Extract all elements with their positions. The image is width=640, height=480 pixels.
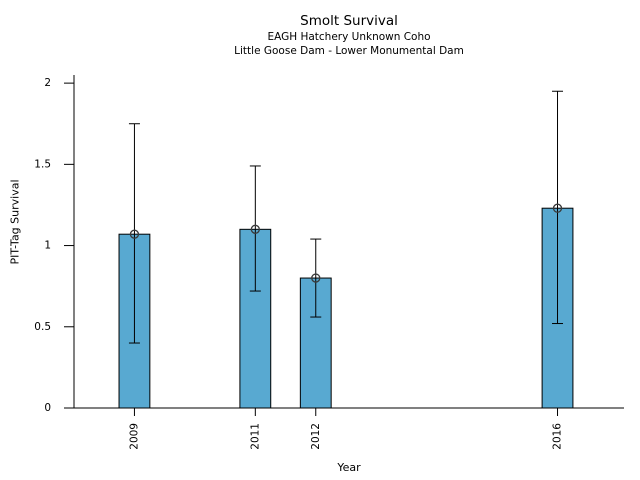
point-marker-2012 [311,273,321,283]
point-marker-2009 [129,229,140,239]
y-tick-label-2: 2 [44,77,51,89]
y-tick-label-1.5: 1.5 [34,158,51,170]
point-marker-2016 [552,203,563,213]
chart-subtitle-stock: EAGH Hatchery Unknown Coho [267,31,431,43]
x-axis-label: Year [336,461,361,474]
x-tick-label-2011: 2011 [249,423,261,450]
y-tick-label-0: 0 [44,402,51,414]
chart-title: Smolt Survival [300,13,398,29]
y-tick-label-0.5: 0.5 [34,321,51,333]
point-marker-2011 [250,224,260,234]
x-tick-label-2009: 2009 [128,423,140,450]
x-tick-label-2016: 2016 [552,423,564,450]
x-tick-label-2012: 2012 [310,423,322,450]
y-axis-label: PIT-Tag Survival [9,179,22,264]
chart-subtitle-reach: Little Goose Dam - Lower Monumental Dam [234,45,464,57]
y-tick-label-1: 1 [44,240,51,252]
